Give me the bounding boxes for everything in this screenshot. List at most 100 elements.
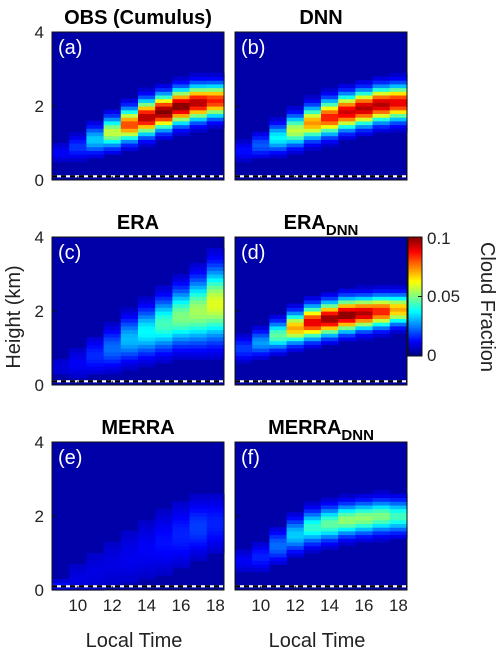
- heatmap-cell: [321, 109, 339, 114]
- colorbar-segment: [408, 268, 422, 271]
- heatmap-cell: [138, 340, 156, 345]
- heatmap-cell: [120, 530, 139, 536]
- heatmap-cell: [389, 80, 408, 85]
- heatmap-cell: [155, 329, 173, 334]
- heatmap-cell: [389, 497, 408, 502]
- heatmap-cell: [269, 120, 288, 126]
- colorbar-segment: [408, 348, 422, 351]
- heatmap-cell: [235, 139, 253, 144]
- heatmap-cell: [69, 351, 87, 356]
- heatmap-cell: [269, 154, 288, 159]
- heatmap-cell: [120, 534, 139, 539]
- heatmap-cell: [155, 314, 173, 319]
- heatmap-cell: [338, 493, 356, 499]
- heatmap-cell: [172, 553, 191, 558]
- heatmap-cell: [372, 288, 391, 294]
- heatmap-cell: [103, 325, 122, 331]
- panel-title-subscript: DNN: [326, 222, 359, 239]
- heatmap-cell: [103, 571, 122, 576]
- heatmap-cell: [172, 333, 191, 338]
- y-tick-label: 2: [35, 302, 44, 321]
- heatmap-cell: [321, 307, 339, 312]
- heatmap-cell: [372, 538, 391, 543]
- heatmap-cell: [321, 303, 339, 308]
- heatmap-cell: [389, 307, 408, 312]
- heatmap-cell: [155, 351, 173, 356]
- colorbar-segment: [408, 354, 422, 357]
- heatmap-cell: [355, 329, 374, 334]
- heatmap-cell: [338, 94, 356, 100]
- heatmap-cell: [303, 516, 322, 521]
- heatmap-cell: [303, 135, 322, 140]
- heatmap-cell: [206, 292, 225, 297]
- heatmap-cell: [372, 530, 391, 536]
- heatmap-cell: [321, 538, 339, 543]
- heatmap-cell: [372, 512, 391, 517]
- x-tick-label: 18: [389, 596, 408, 615]
- heatmap-cell: [372, 325, 391, 331]
- heatmap-cell: [120, 362, 139, 368]
- heatmap-cell: [269, 530, 288, 536]
- heatmap-cell: [303, 146, 322, 151]
- heatmap-cell: [120, 311, 139, 316]
- heatmap-cell: [286, 303, 305, 308]
- heatmap-cell: [172, 281, 191, 286]
- heatmap-cell: [206, 113, 225, 118]
- heatmap-cell: [138, 556, 156, 561]
- heatmap-cell: [86, 344, 105, 349]
- heatmap-cell: [189, 296, 208, 301]
- heatmap-cell: [206, 281, 225, 286]
- heatmap-cell: [103, 541, 122, 547]
- heatmap-cell: [155, 91, 173, 96]
- heatmap-cell: [172, 318, 191, 323]
- heatmap-cell: [338, 314, 356, 319]
- heatmap-cell: [286, 336, 305, 342]
- heatmap-cell: [86, 556, 105, 561]
- heatmap-cell: [189, 541, 208, 547]
- heatmap-cell: [138, 351, 156, 356]
- heatmap-cell: [206, 333, 225, 338]
- heatmap-cell: [286, 523, 305, 528]
- heatmap-cell: [86, 139, 105, 144]
- heatmap-cell: [235, 150, 253, 155]
- heatmap-cell: [86, 560, 105, 565]
- heatmap-cell: [172, 80, 191, 85]
- colorbar-segment: [408, 279, 422, 283]
- heatmap-cell: [172, 311, 191, 316]
- heatmap-cell: [155, 564, 173, 569]
- panel-title-subscript: DNN: [341, 427, 374, 444]
- heatmap-cell: [189, 538, 208, 543]
- heatmap-cell: [321, 530, 339, 536]
- heatmap-cell: [389, 109, 408, 114]
- heatmap-cell: [321, 139, 339, 144]
- heatmap-cell: [389, 523, 408, 528]
- heatmap-cell: [189, 120, 208, 126]
- heatmap-cell: [103, 560, 122, 565]
- heatmap-cell: [321, 527, 339, 532]
- heatmap-cell: [338, 538, 356, 543]
- heatmap-cell: [69, 575, 87, 580]
- heatmap-cell: [269, 124, 288, 129]
- heatmap-cell: [338, 325, 356, 331]
- heatmap-cell: [355, 333, 374, 338]
- heatmap-cell: [172, 508, 191, 513]
- heatmap-cell: [355, 512, 374, 517]
- heatmap-cell: [389, 299, 408, 305]
- heatmap-cell: [235, 351, 253, 356]
- heatmap-cell: [138, 318, 156, 323]
- heatmap-cell: [321, 336, 339, 342]
- heatmap-cell: [355, 534, 374, 539]
- heatmap-cell: [252, 564, 270, 569]
- heatmap-cell: [321, 508, 339, 513]
- heatmap-cell: [338, 124, 356, 129]
- panel-letter: (c): [58, 242, 81, 264]
- heatmap-cell: [69, 150, 87, 155]
- heatmap-cell: [138, 549, 156, 554]
- heatmap-cell: [389, 94, 408, 100]
- heatmap-cell: [189, 348, 208, 353]
- x-tick-label: 18: [206, 596, 225, 615]
- heatmap-cell: [286, 318, 305, 323]
- colorbar-tick-mid: 0.05: [427, 287, 460, 306]
- heatmap-cell: [138, 109, 156, 114]
- panel-b: DNN (b): [234, 7, 408, 181]
